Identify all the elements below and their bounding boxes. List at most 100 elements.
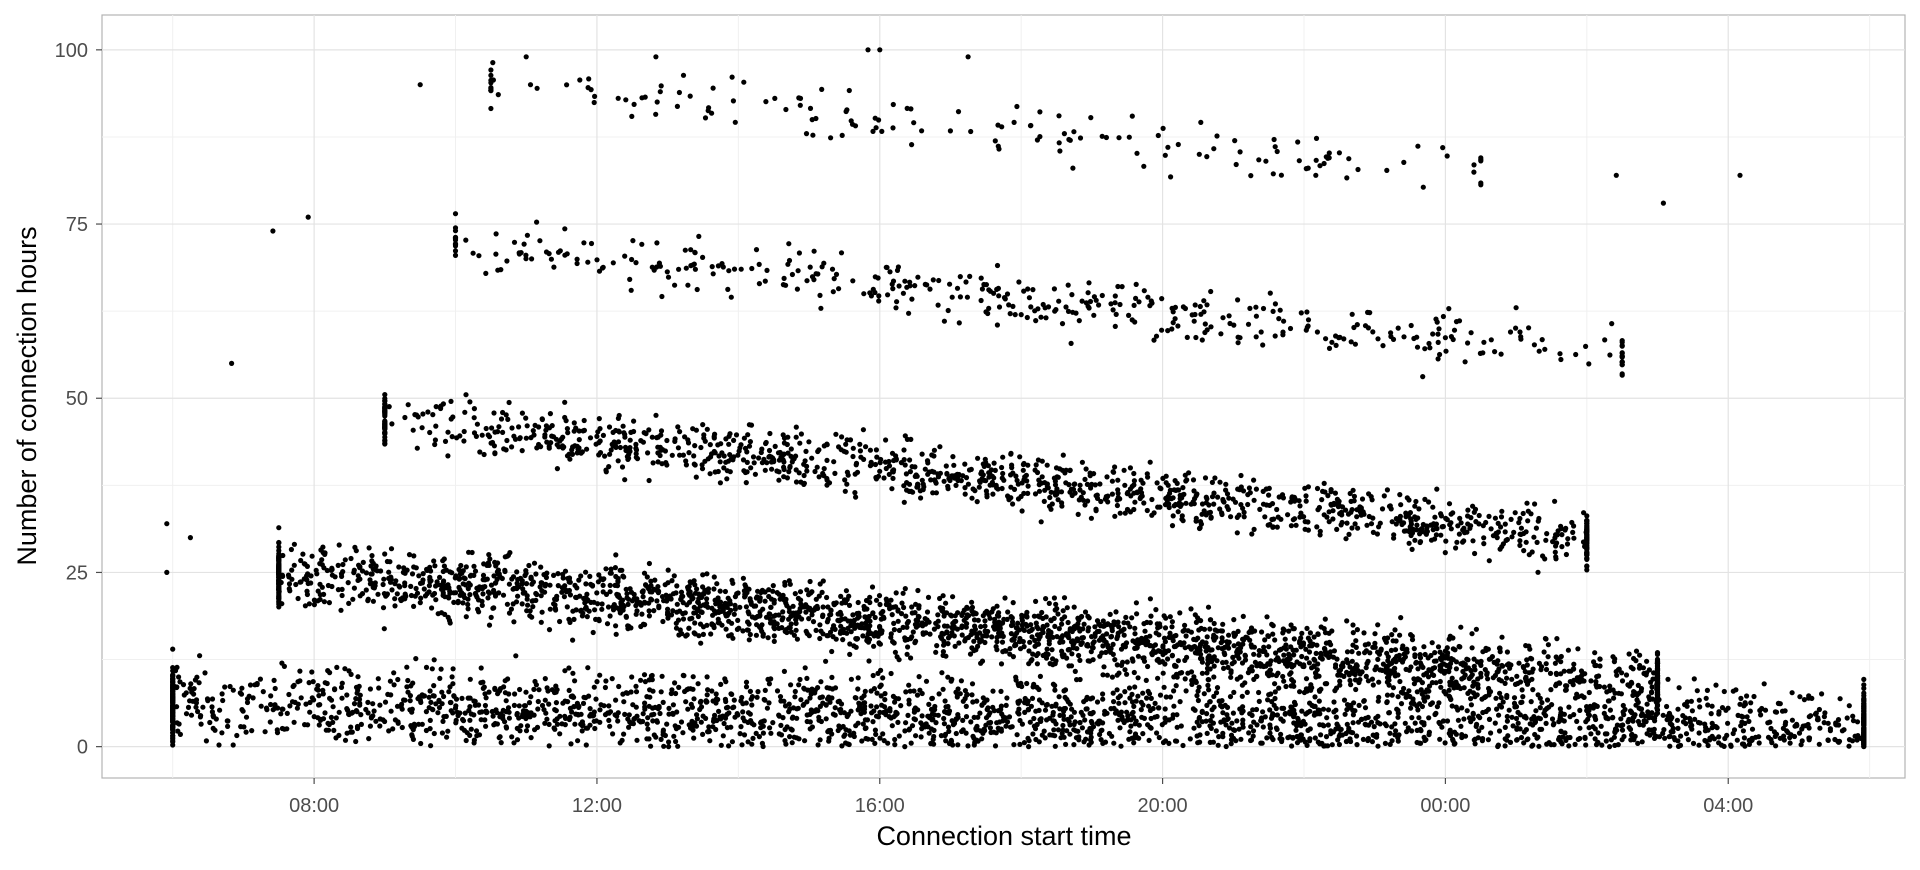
data-point	[1048, 661, 1053, 666]
data-point	[1189, 682, 1194, 687]
data-point	[1538, 667, 1543, 672]
data-point	[353, 739, 358, 744]
data-point	[949, 739, 954, 744]
data-point	[1599, 724, 1604, 729]
data-point	[942, 721, 947, 726]
data-point	[626, 602, 631, 607]
data-point	[705, 687, 710, 692]
data-point	[276, 525, 281, 530]
data-point	[1813, 712, 1818, 717]
data-point	[1456, 718, 1461, 723]
data-point	[1081, 699, 1086, 704]
data-point	[1559, 654, 1564, 659]
data-point	[645, 574, 650, 579]
data-point	[772, 633, 777, 638]
data-point	[672, 680, 677, 685]
data-point	[273, 686, 278, 691]
data-point	[1574, 719, 1579, 724]
data-point	[1403, 721, 1408, 726]
data-point	[788, 625, 793, 630]
data-point	[1836, 722, 1841, 727]
data-point	[1430, 640, 1435, 645]
data-point	[750, 736, 755, 741]
data-point	[964, 704, 969, 709]
data-point	[1015, 621, 1020, 626]
data-point	[969, 692, 974, 697]
data-point	[862, 607, 867, 612]
data-point	[1231, 736, 1236, 741]
data-point	[1391, 685, 1396, 690]
data-point	[1574, 692, 1579, 697]
data-point	[1554, 654, 1559, 659]
data-point	[1648, 680, 1653, 685]
data-point	[929, 696, 934, 701]
data-point	[1100, 691, 1105, 696]
data-point	[1105, 673, 1110, 678]
data-point	[1465, 708, 1470, 713]
data-point	[1113, 609, 1118, 614]
data-point	[1195, 733, 1200, 738]
data-point	[1504, 695, 1509, 700]
data-point	[892, 627, 897, 632]
data-point	[943, 698, 948, 703]
data-point	[740, 701, 745, 706]
data-point	[788, 682, 793, 687]
data-point	[428, 688, 433, 693]
data-point	[202, 670, 207, 675]
data-point	[982, 618, 987, 623]
data-point	[186, 705, 191, 710]
data-point	[255, 682, 260, 687]
data-point	[802, 738, 807, 743]
data-point	[722, 676, 727, 681]
data-point	[1487, 717, 1492, 722]
data-point	[1214, 658, 1219, 663]
data-point	[671, 591, 676, 596]
data-point	[498, 686, 503, 691]
data-point	[683, 610, 688, 615]
data-point	[1066, 663, 1071, 668]
data-point	[178, 732, 183, 737]
data-point	[1045, 622, 1050, 627]
data-point	[310, 695, 315, 700]
data-point	[560, 701, 565, 706]
data-point	[696, 600, 701, 605]
data-point	[1577, 708, 1582, 713]
data-point	[583, 570, 588, 575]
data-point	[939, 608, 944, 613]
data-point	[1505, 649, 1510, 654]
data-point	[1746, 719, 1751, 724]
data-point	[648, 579, 653, 584]
data-point	[1529, 716, 1534, 721]
data-point	[1075, 625, 1080, 630]
data-point	[584, 726, 589, 731]
data-point	[1409, 715, 1414, 720]
data-point	[170, 679, 175, 684]
data-point	[1588, 731, 1593, 736]
data-point	[1156, 705, 1161, 710]
data-point	[1122, 667, 1127, 672]
data-point	[541, 572, 546, 577]
data-point	[1401, 686, 1406, 691]
data-point	[856, 600, 861, 605]
data-point	[1008, 725, 1013, 730]
data-point	[674, 583, 679, 588]
data-point	[1180, 743, 1185, 748]
data-point	[1116, 695, 1121, 700]
data-point	[837, 699, 842, 704]
data-point	[1345, 649, 1350, 654]
data-point	[1050, 713, 1055, 718]
data-point	[697, 707, 702, 712]
data-point	[437, 676, 442, 681]
data-point	[1210, 714, 1215, 719]
data-point	[615, 718, 620, 723]
data-point	[483, 724, 488, 729]
data-point	[261, 689, 266, 694]
data-point	[959, 729, 964, 734]
data-point	[706, 586, 711, 591]
data-point	[1249, 642, 1254, 647]
data-point	[1134, 611, 1139, 616]
data-point	[1129, 711, 1134, 716]
data-point	[1123, 615, 1128, 620]
data-point	[1100, 720, 1105, 725]
data-point	[1397, 679, 1402, 684]
